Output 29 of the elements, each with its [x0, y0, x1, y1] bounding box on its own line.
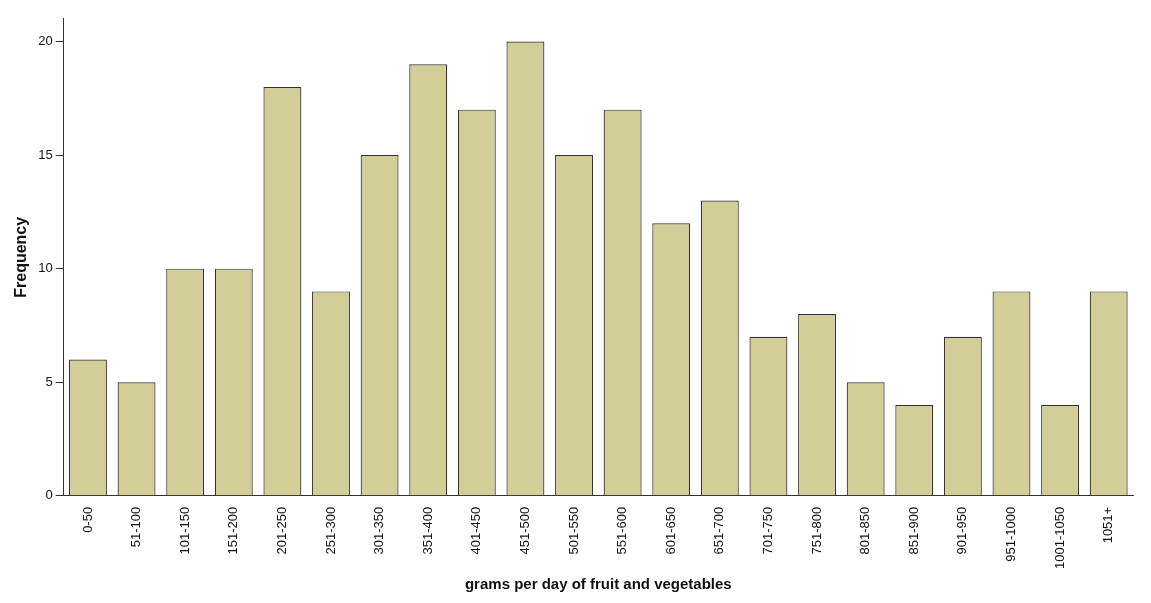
x-tick-label: 301-350: [371, 506, 387, 555]
x-tick-label: 201-250: [273, 506, 289, 555]
y-tick-label: 0: [45, 487, 53, 503]
x-tick-label: 801-850: [857, 506, 873, 555]
y-tick-label: 5: [45, 373, 53, 389]
y-tick-label: 10: [38, 260, 53, 276]
x-tick-label: 451-500: [517, 506, 532, 555]
x-tick-label: 501-550: [565, 506, 581, 555]
x-tick-label: 251-300: [322, 506, 338, 555]
x-tick-label: 1051+: [1100, 506, 1116, 544]
x-tick-label: 901-950: [954, 506, 970, 555]
x-tick-label: 51-100: [128, 506, 144, 548]
x-tick-label: 551-600: [614, 506, 630, 555]
x-tick-label: 651-700: [711, 506, 727, 555]
x-tick-label: 351-400: [419, 506, 435, 555]
y-tick-label: 20: [38, 33, 53, 49]
x-tick-label: 951-1000: [1003, 506, 1019, 562]
x-tick-label: 401-450: [468, 506, 484, 555]
x-tick-label: 151-200: [225, 506, 241, 555]
x-tick-label: 101-150: [176, 506, 192, 555]
y-axis-title: Frequency: [12, 216, 30, 298]
x-tick-label: 851-900: [905, 506, 921, 555]
x-tick-label: 601-650: [662, 506, 678, 555]
x-tick-label: 0-50: [79, 506, 95, 533]
y-tick-label: 15: [38, 146, 53, 162]
x-tick-label: 701-750: [760, 506, 776, 555]
x-tick-label: 751-800: [808, 506, 824, 555]
x-axis-title: grams per day of fruit and vegetables: [464, 575, 732, 593]
x-tick-label: 1001-1050: [1051, 506, 1067, 569]
